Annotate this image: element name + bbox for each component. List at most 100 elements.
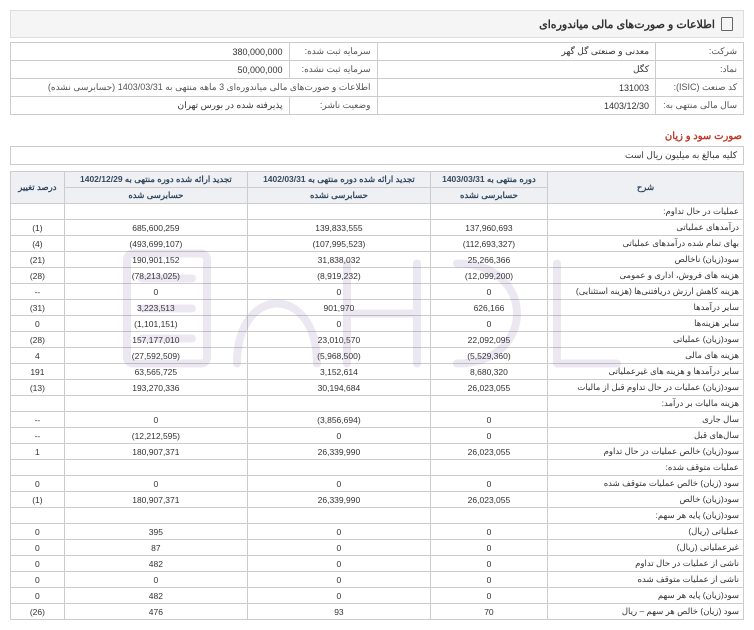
row-change: 1 (11, 444, 65, 460)
row-prev-q: 26,339,990 (247, 444, 430, 460)
table-row: سایر درآمدها626,166901,9703,223,513(31) (11, 300, 744, 316)
row-prev-q: 0 (247, 572, 430, 588)
row-prev-q: 901,970 (247, 300, 430, 316)
row-current: 626,166 (430, 300, 547, 316)
row-change (11, 460, 65, 476)
row-change: (13) (11, 380, 65, 396)
document-icon (721, 17, 733, 31)
row-desc: سود(زیان) پایه هر سهم: (547, 508, 743, 524)
row-prev-y: 395 (64, 524, 247, 540)
table-row: غیرعملیاتی (ریال)00870 (11, 540, 744, 556)
info-row: شرکت: معدنی و صنعتی گل گهر سرمایه ثبت شد… (11, 43, 744, 61)
row-change: (26) (11, 604, 65, 620)
row-change (11, 508, 65, 524)
info-val: 380,000,000 (11, 43, 290, 61)
row-change: 0 (11, 572, 65, 588)
row-change: 191 (11, 364, 65, 380)
table-row: ناشی از عملیات در حال تداوم004820 (11, 556, 744, 572)
row-current: (112,693,327) (430, 236, 547, 252)
row-desc: درآمدهای عملیاتی (547, 220, 743, 236)
row-current (430, 396, 547, 412)
row-change: 0 (11, 556, 65, 572)
row-prev-y: 482 (64, 588, 247, 604)
table-row: سود(زیان) ناخالص25,266,36631,838,032190,… (11, 252, 744, 268)
row-prev-y: 476 (64, 604, 247, 620)
row-change: -- (11, 284, 65, 300)
row-desc: سود(زیان) عملیات در حال تداوم قبل از مال… (547, 380, 743, 396)
row-prev-q: 23,010,570 (247, 332, 430, 348)
row-prev-q: (5,968,500) (247, 348, 430, 364)
row-prev-y: 685,600,259 (64, 220, 247, 236)
col-period-current: دوره منتهی به 1403/03/31 (430, 172, 547, 188)
row-desc: بهای تمام شده درآمدهای عملیاتی (547, 236, 743, 252)
row-current: 0 (430, 316, 547, 332)
info-key: شرکت: (656, 43, 744, 61)
row-desc: سایر درآمدها و هزینه‌ های غیرعملیاتی (547, 364, 743, 380)
table-row: درآمدهای عملیاتی137,960,693139,833,55568… (11, 220, 744, 236)
info-val: اطلاعات و صورت‌های مالی میاندوره‌ای 3 ما… (11, 79, 378, 97)
row-prev-y (64, 460, 247, 476)
row-current: 26,023,055 (430, 492, 547, 508)
row-current: 70 (430, 604, 547, 620)
row-desc: سود(زیان) عملیاتی (547, 332, 743, 348)
info-val: 50,000,000 (11, 61, 290, 79)
row-desc: سود(زیان) خالص (547, 492, 743, 508)
row-prev-q: (3,856,694) (247, 412, 430, 428)
pl-title: صورت سود و زیان (10, 127, 744, 146)
info-row: سال مالی منتهی به: 1403/12/30 وضعیت ناشر… (11, 97, 744, 115)
page-title: اطلاعات و صورت‌های مالی میاندوره‌ای (539, 18, 715, 31)
table-row: هزینه‌ های مالی(5,529,360)(5,968,500)(27… (11, 348, 744, 364)
row-current: 26,023,055 (430, 444, 547, 460)
row-desc: عملیاتی (ریال) (547, 524, 743, 540)
table-row: سود (زیان) خالص هر سهم – ریال7093476(26) (11, 604, 744, 620)
info-key: وضعیت ناشر: (289, 97, 377, 115)
row-change: (28) (11, 268, 65, 284)
table-row: هزینه کاهش ارزش دریافتنی‌‌ها (هزینه استث… (11, 284, 744, 300)
row-desc: سود(زیان) خالص عملیات در حال تداوم (547, 444, 743, 460)
row-change: (1) (11, 492, 65, 508)
row-prev-q: 0 (247, 540, 430, 556)
col-desc: شرح (547, 172, 743, 204)
col-period-prev-y: تجدید ارائه شده دوره منتهی به 1402/12/29 (64, 172, 247, 188)
row-prev-y: 0 (64, 412, 247, 428)
row-prev-q: 0 (247, 428, 430, 444)
row-current: (12,099,200) (430, 268, 547, 284)
row-prev-y: 190,901,152 (64, 252, 247, 268)
col-sub: حسابرسی نشده (247, 188, 430, 204)
row-prev-y: 0 (64, 476, 247, 492)
profit-loss-table: شرح دوره منتهی به 1403/03/31 تجدید ارائه… (10, 171, 744, 620)
row-desc: غیرعملیاتی (ریال) (547, 540, 743, 556)
info-val: پذیرفته شده در بورس تهران (11, 97, 290, 115)
row-current: 0 (430, 428, 547, 444)
row-prev-q: 0 (247, 556, 430, 572)
row-desc: سایر درآمدها (547, 300, 743, 316)
row-change: 0 (11, 524, 65, 540)
row-change: 4 (11, 348, 65, 364)
row-change: (21) (11, 252, 65, 268)
row-prev-y: 180,907,371 (64, 492, 247, 508)
row-current: 8,680,320 (430, 364, 547, 380)
page-header: اطلاعات و صورت‌های مالی میاندوره‌ای (10, 10, 744, 38)
info-val: 131003 (377, 79, 656, 97)
row-prev-q: 0 (247, 588, 430, 604)
row-prev-y: 482 (64, 556, 247, 572)
row-prev-y: (1,101,151) (64, 316, 247, 332)
row-current: (5,529,360) (430, 348, 547, 364)
row-current: 26,023,055 (430, 380, 547, 396)
table-row: سایر درآمدها و هزینه‌ های غیرعملیاتی8,68… (11, 364, 744, 380)
table-row: سود(زیان) پایه هر سهم004820 (11, 588, 744, 604)
row-prev-y: 180,907,371 (64, 444, 247, 460)
info-key: کد صنعت (ISIC): (656, 79, 744, 97)
row-desc: هزینه‌ های فروش، اداری و عمومی (547, 268, 743, 284)
row-desc: سود(زیان) ناخالص (547, 252, 743, 268)
table-row: سود(زیان) عملیاتی22,092,09523,010,570157… (11, 332, 744, 348)
row-desc: هزینه کاهش ارزش دریافتنی‌‌ها (هزینه استث… (547, 284, 743, 300)
table-row: سایر هزینه‌ها00(1,101,151)0 (11, 316, 744, 332)
row-change: (4) (11, 236, 65, 252)
row-prev-q: 93 (247, 604, 430, 620)
table-row: عملیات متوقف شده: (11, 460, 744, 476)
row-prev-q (247, 460, 430, 476)
row-prev-q: (107,995,523) (247, 236, 430, 252)
row-change: -- (11, 412, 65, 428)
row-change (11, 396, 65, 412)
